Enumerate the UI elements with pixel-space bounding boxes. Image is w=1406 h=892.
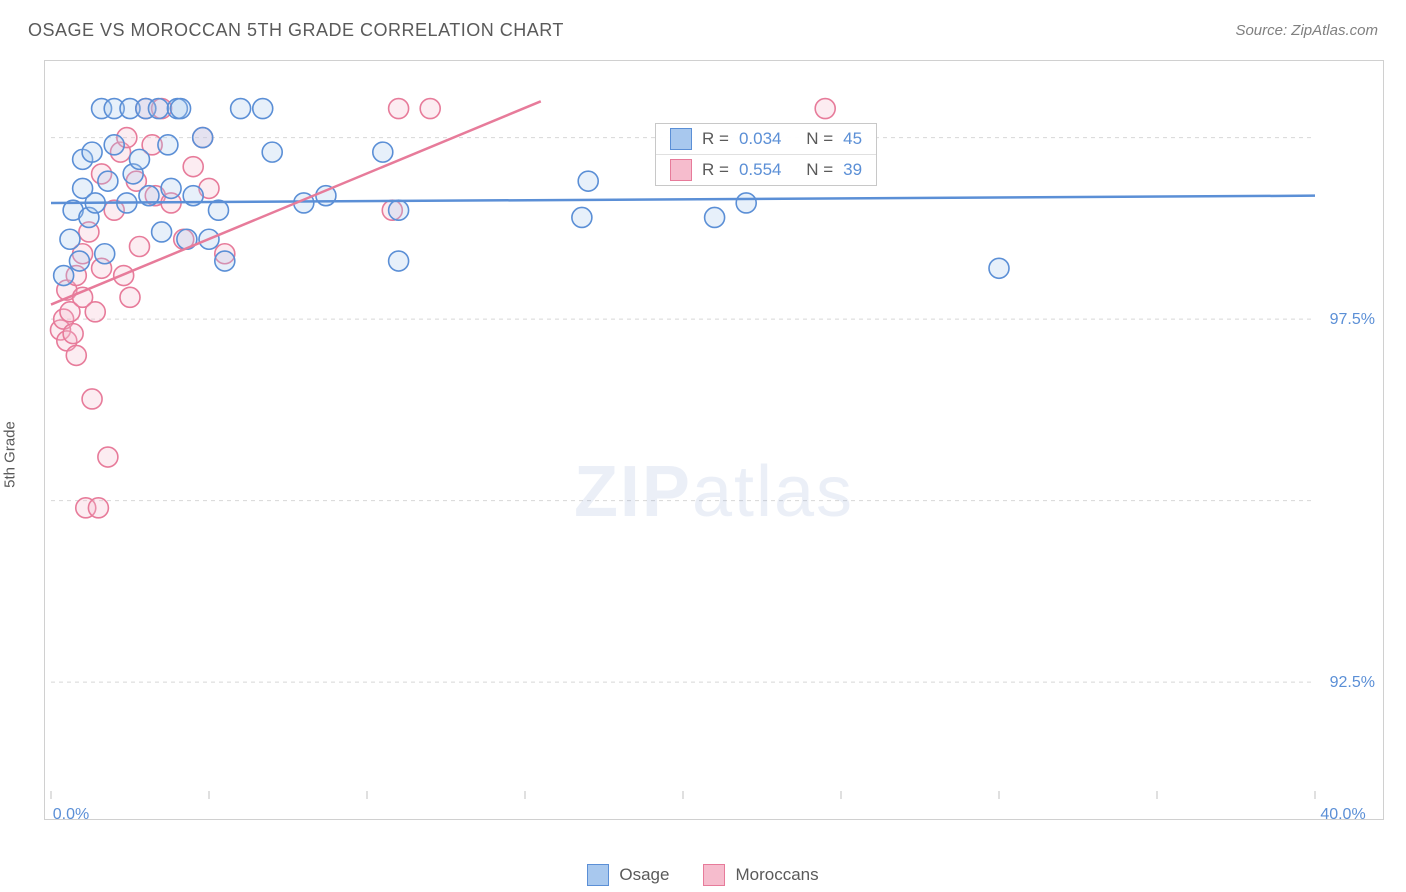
svg-text:40.0%: 40.0% [1320, 806, 1365, 821]
legend-swatch-osage-b [587, 864, 609, 886]
chart-title: OSAGE VS MOROCCAN 5TH GRADE CORRELATION … [28, 20, 564, 41]
legend-item-moroccans: Moroccans [703, 864, 818, 886]
svg-text:97.5%: 97.5% [1330, 311, 1375, 328]
legend-row-osage: R = 0.034 N = 45 [656, 124, 876, 155]
chart-header: OSAGE VS MOROCCAN 5TH GRADE CORRELATION … [28, 20, 1378, 41]
legend-r-label: R = [702, 129, 729, 149]
legend-r-value-osage: 0.034 [739, 129, 782, 149]
legend-item-osage: Osage [587, 864, 669, 886]
svg-text:92.5%: 92.5% [1330, 674, 1375, 691]
legend-row-moroccans: R = 0.554 N = 39 [656, 155, 876, 185]
correlation-legend: R = 0.034 N = 45 R = 0.554 N = 39 [655, 123, 877, 186]
svg-text:0.0%: 0.0% [53, 806, 89, 821]
legend-n-value-osage: 45 [843, 129, 862, 149]
chart-container: 92.5%97.5%0.0%40.0% ZIPatlas R = 0.034 N… [44, 60, 1384, 820]
y-axis-label: 5th Grade [2, 421, 19, 488]
legend-swatch-moroccans [670, 159, 692, 181]
legend-r-value-moroccans: 0.554 [739, 160, 782, 180]
legend-n-value-moroccans: 39 [843, 160, 862, 180]
chart-source: Source: ZipAtlas.com [1235, 22, 1378, 39]
series-legend: Osage Moroccans [0, 864, 1406, 886]
legend-n-label: N = [806, 129, 833, 149]
legend-swatch-osage [670, 128, 692, 150]
legend-swatch-moroccans-b [703, 864, 725, 886]
legend-r-label: R = [702, 160, 729, 180]
legend-label-osage: Osage [619, 865, 669, 885]
legend-label-moroccans: Moroccans [735, 865, 818, 885]
legend-n-label: N = [806, 160, 833, 180]
